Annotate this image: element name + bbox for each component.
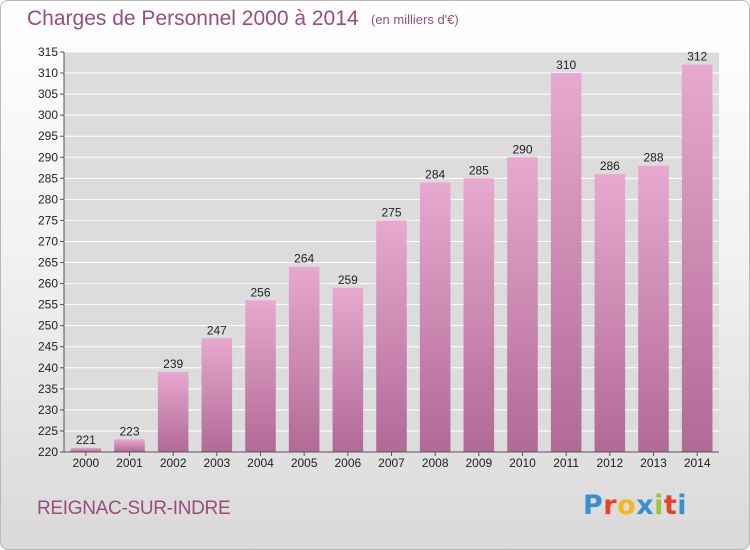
x-tick-label: 2000 (72, 456, 99, 470)
x-tick-label: 2014 (684, 456, 711, 470)
bar (245, 300, 276, 452)
y-tick-label: 285 (38, 171, 58, 185)
logo-letter: i (654, 490, 664, 521)
logo-letter: o (617, 490, 637, 521)
bar-value-label: 286 (600, 159, 620, 173)
y-tick-label: 220 (38, 445, 58, 459)
y-tick-label: 250 (38, 319, 58, 333)
bar-value-label: 259 (338, 273, 358, 287)
logo-letter: P (583, 490, 604, 521)
bar-value-label: 288 (643, 151, 663, 165)
bar-value-label: 285 (469, 163, 489, 177)
bars: 221 223 239 247 256 264 259 275 284 285 290 310 286 2… (70, 50, 713, 453)
x-tick-label: 2013 (640, 456, 667, 470)
bar (332, 287, 364, 452)
logo-letter: r (603, 490, 618, 521)
bar-value-label: 247 (207, 323, 227, 337)
bar-value-label: 310 (556, 58, 576, 72)
x-tick-label: 2002 (160, 456, 187, 470)
bar (70, 447, 102, 452)
bar (638, 165, 669, 452)
bar (507, 157, 538, 452)
bar (157, 372, 189, 452)
chart-subtitle: (en milliers d'€) (371, 12, 459, 27)
y-tick-label: 235 (38, 382, 58, 396)
x-tick-label: 2001 (116, 456, 143, 470)
x-tick-label: 2007 (378, 456, 405, 470)
bar-value-label: 290 (512, 142, 532, 156)
bar (594, 174, 626, 452)
x-tick-label: 2005 (291, 456, 318, 470)
y-tick-label: 255 (38, 298, 58, 312)
y-tick-label: 310 (38, 66, 58, 80)
bar-value-label: 275 (381, 205, 401, 219)
bar-value-label: 264 (294, 252, 314, 266)
bar (114, 439, 145, 452)
bar (376, 220, 407, 452)
logo-letter: x (636, 490, 655, 521)
y-tick-label: 225 (38, 424, 58, 438)
y-tick-label: 270 (38, 234, 58, 248)
logo-letter: i (677, 490, 688, 521)
y-tick-label: 275 (38, 213, 58, 227)
bar-value-label: 284 (425, 168, 445, 182)
x-tick-label: 2006 (334, 456, 361, 470)
bar (288, 266, 320, 452)
y-tick-label: 295 (38, 129, 58, 143)
y-tick-label: 290 (38, 150, 58, 164)
bar (681, 64, 713, 452)
y-tick-label: 305 (38, 87, 58, 101)
x-tick-label: 2008 (422, 456, 449, 470)
bar-value-label: 256 (250, 285, 270, 299)
bar-value-label: 239 (163, 357, 183, 371)
y-tick-label: 315 (38, 45, 58, 59)
x-tick-label: 2003 (203, 456, 230, 470)
y-tick-label: 260 (38, 277, 58, 291)
bar (463, 178, 495, 452)
chart-title: Charges de Personnel 2000 à 2014 (27, 7, 359, 30)
x-tick-label: 2004 (247, 456, 274, 470)
bar (201, 338, 233, 452)
axes: 220 225 230 235 240 245 250 255 260 265 270 275 280 2… (38, 45, 719, 470)
proxiti-logo: Proxiti (583, 490, 687, 521)
y-tick-label: 280 (38, 192, 58, 206)
bar-value-label: 223 (119, 424, 139, 438)
x-tick-label: 2011 (553, 456, 579, 470)
x-tick-label: 2009 (465, 456, 492, 470)
y-tick-label: 265 (38, 256, 58, 270)
bar-value-label: 312 (687, 50, 707, 64)
y-tick-label: 245 (38, 340, 58, 354)
x-tick-label: 2012 (596, 456, 623, 470)
y-tick-label: 230 (38, 403, 58, 417)
logo-letter: t (663, 490, 678, 521)
x-tick-label: 2010 (509, 456, 536, 470)
commune-name: REIGNAC-SUR-INDRE (37, 498, 231, 519)
y-tick-label: 300 (38, 108, 58, 122)
bar (419, 182, 451, 453)
bar (550, 73, 582, 452)
bar-value-label: 221 (76, 433, 96, 447)
y-tick-label: 240 (38, 361, 58, 375)
